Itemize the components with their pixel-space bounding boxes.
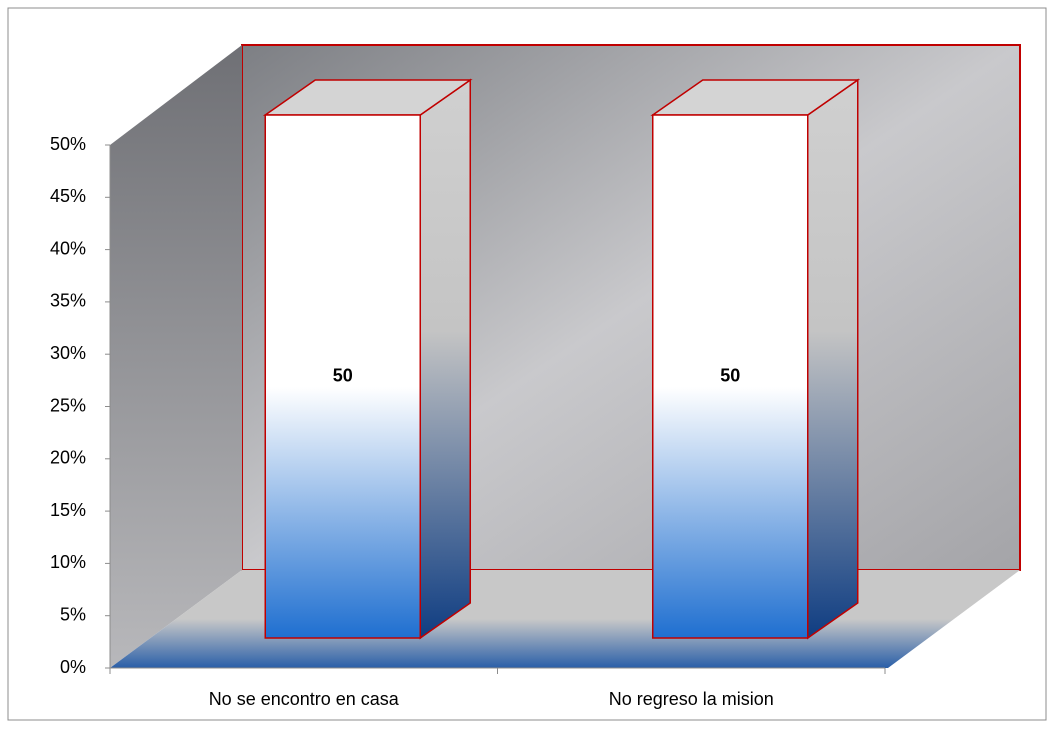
y-tick-label: 40% bbox=[50, 238, 86, 258]
y-tick-label: 20% bbox=[50, 448, 86, 468]
bar bbox=[652, 114, 809, 639]
x-tick-label: No regreso la mision bbox=[609, 689, 774, 709]
floor bbox=[110, 570, 1020, 668]
y-tick-label: 45% bbox=[50, 186, 86, 206]
bar-side bbox=[807, 78, 859, 640]
bar bbox=[264, 114, 421, 639]
y-tick-label: 5% bbox=[60, 604, 86, 624]
y-tick-label: 10% bbox=[50, 552, 86, 572]
y-tick-label: 15% bbox=[50, 500, 86, 520]
x-tick-label: No se encontro en casa bbox=[209, 689, 400, 709]
y-tick-label: 0% bbox=[60, 657, 86, 677]
side-wall bbox=[110, 45, 242, 668]
bar-side bbox=[419, 78, 471, 640]
y-tick-label: 35% bbox=[50, 291, 86, 311]
data-label: 50 bbox=[333, 365, 353, 385]
data-label: 50 bbox=[720, 365, 740, 385]
y-tick-label: 30% bbox=[50, 343, 86, 363]
y-tick-label: 50% bbox=[50, 134, 86, 154]
y-tick-label: 25% bbox=[50, 395, 86, 415]
